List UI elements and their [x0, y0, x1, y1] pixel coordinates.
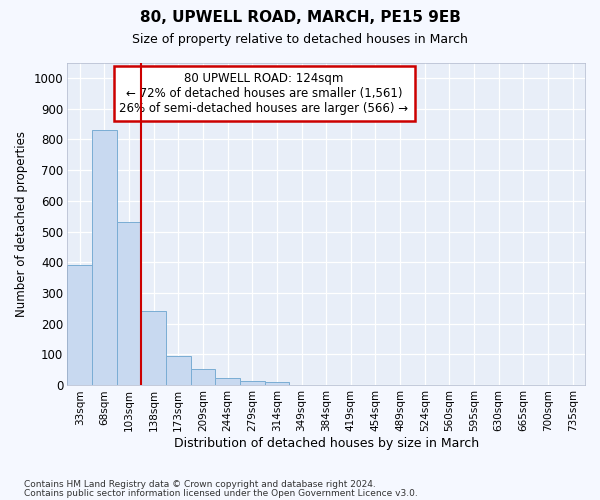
Y-axis label: Number of detached properties: Number of detached properties: [15, 131, 28, 317]
Bar: [141, 312, 166, 385]
Text: Contains public sector information licensed under the Open Government Licence v3: Contains public sector information licen…: [24, 490, 418, 498]
Text: Size of property relative to detached houses in March: Size of property relative to detached ho…: [132, 32, 468, 46]
Bar: [265, 382, 289, 385]
X-axis label: Distribution of detached houses by size in March: Distribution of detached houses by size …: [173, 437, 479, 450]
Bar: [191, 369, 215, 385]
Bar: [67, 266, 92, 385]
Bar: [166, 356, 191, 385]
Bar: [240, 381, 265, 385]
Text: Contains HM Land Registry data © Crown copyright and database right 2024.: Contains HM Land Registry data © Crown c…: [24, 480, 376, 489]
Text: 80, UPWELL ROAD, MARCH, PE15 9EB: 80, UPWELL ROAD, MARCH, PE15 9EB: [140, 10, 460, 25]
Bar: [215, 378, 240, 385]
Bar: [116, 222, 141, 385]
Text: 80 UPWELL ROAD: 124sqm
← 72% of detached houses are smaller (1,561)
26% of semi-: 80 UPWELL ROAD: 124sqm ← 72% of detached…: [119, 72, 409, 115]
Bar: [92, 130, 116, 385]
